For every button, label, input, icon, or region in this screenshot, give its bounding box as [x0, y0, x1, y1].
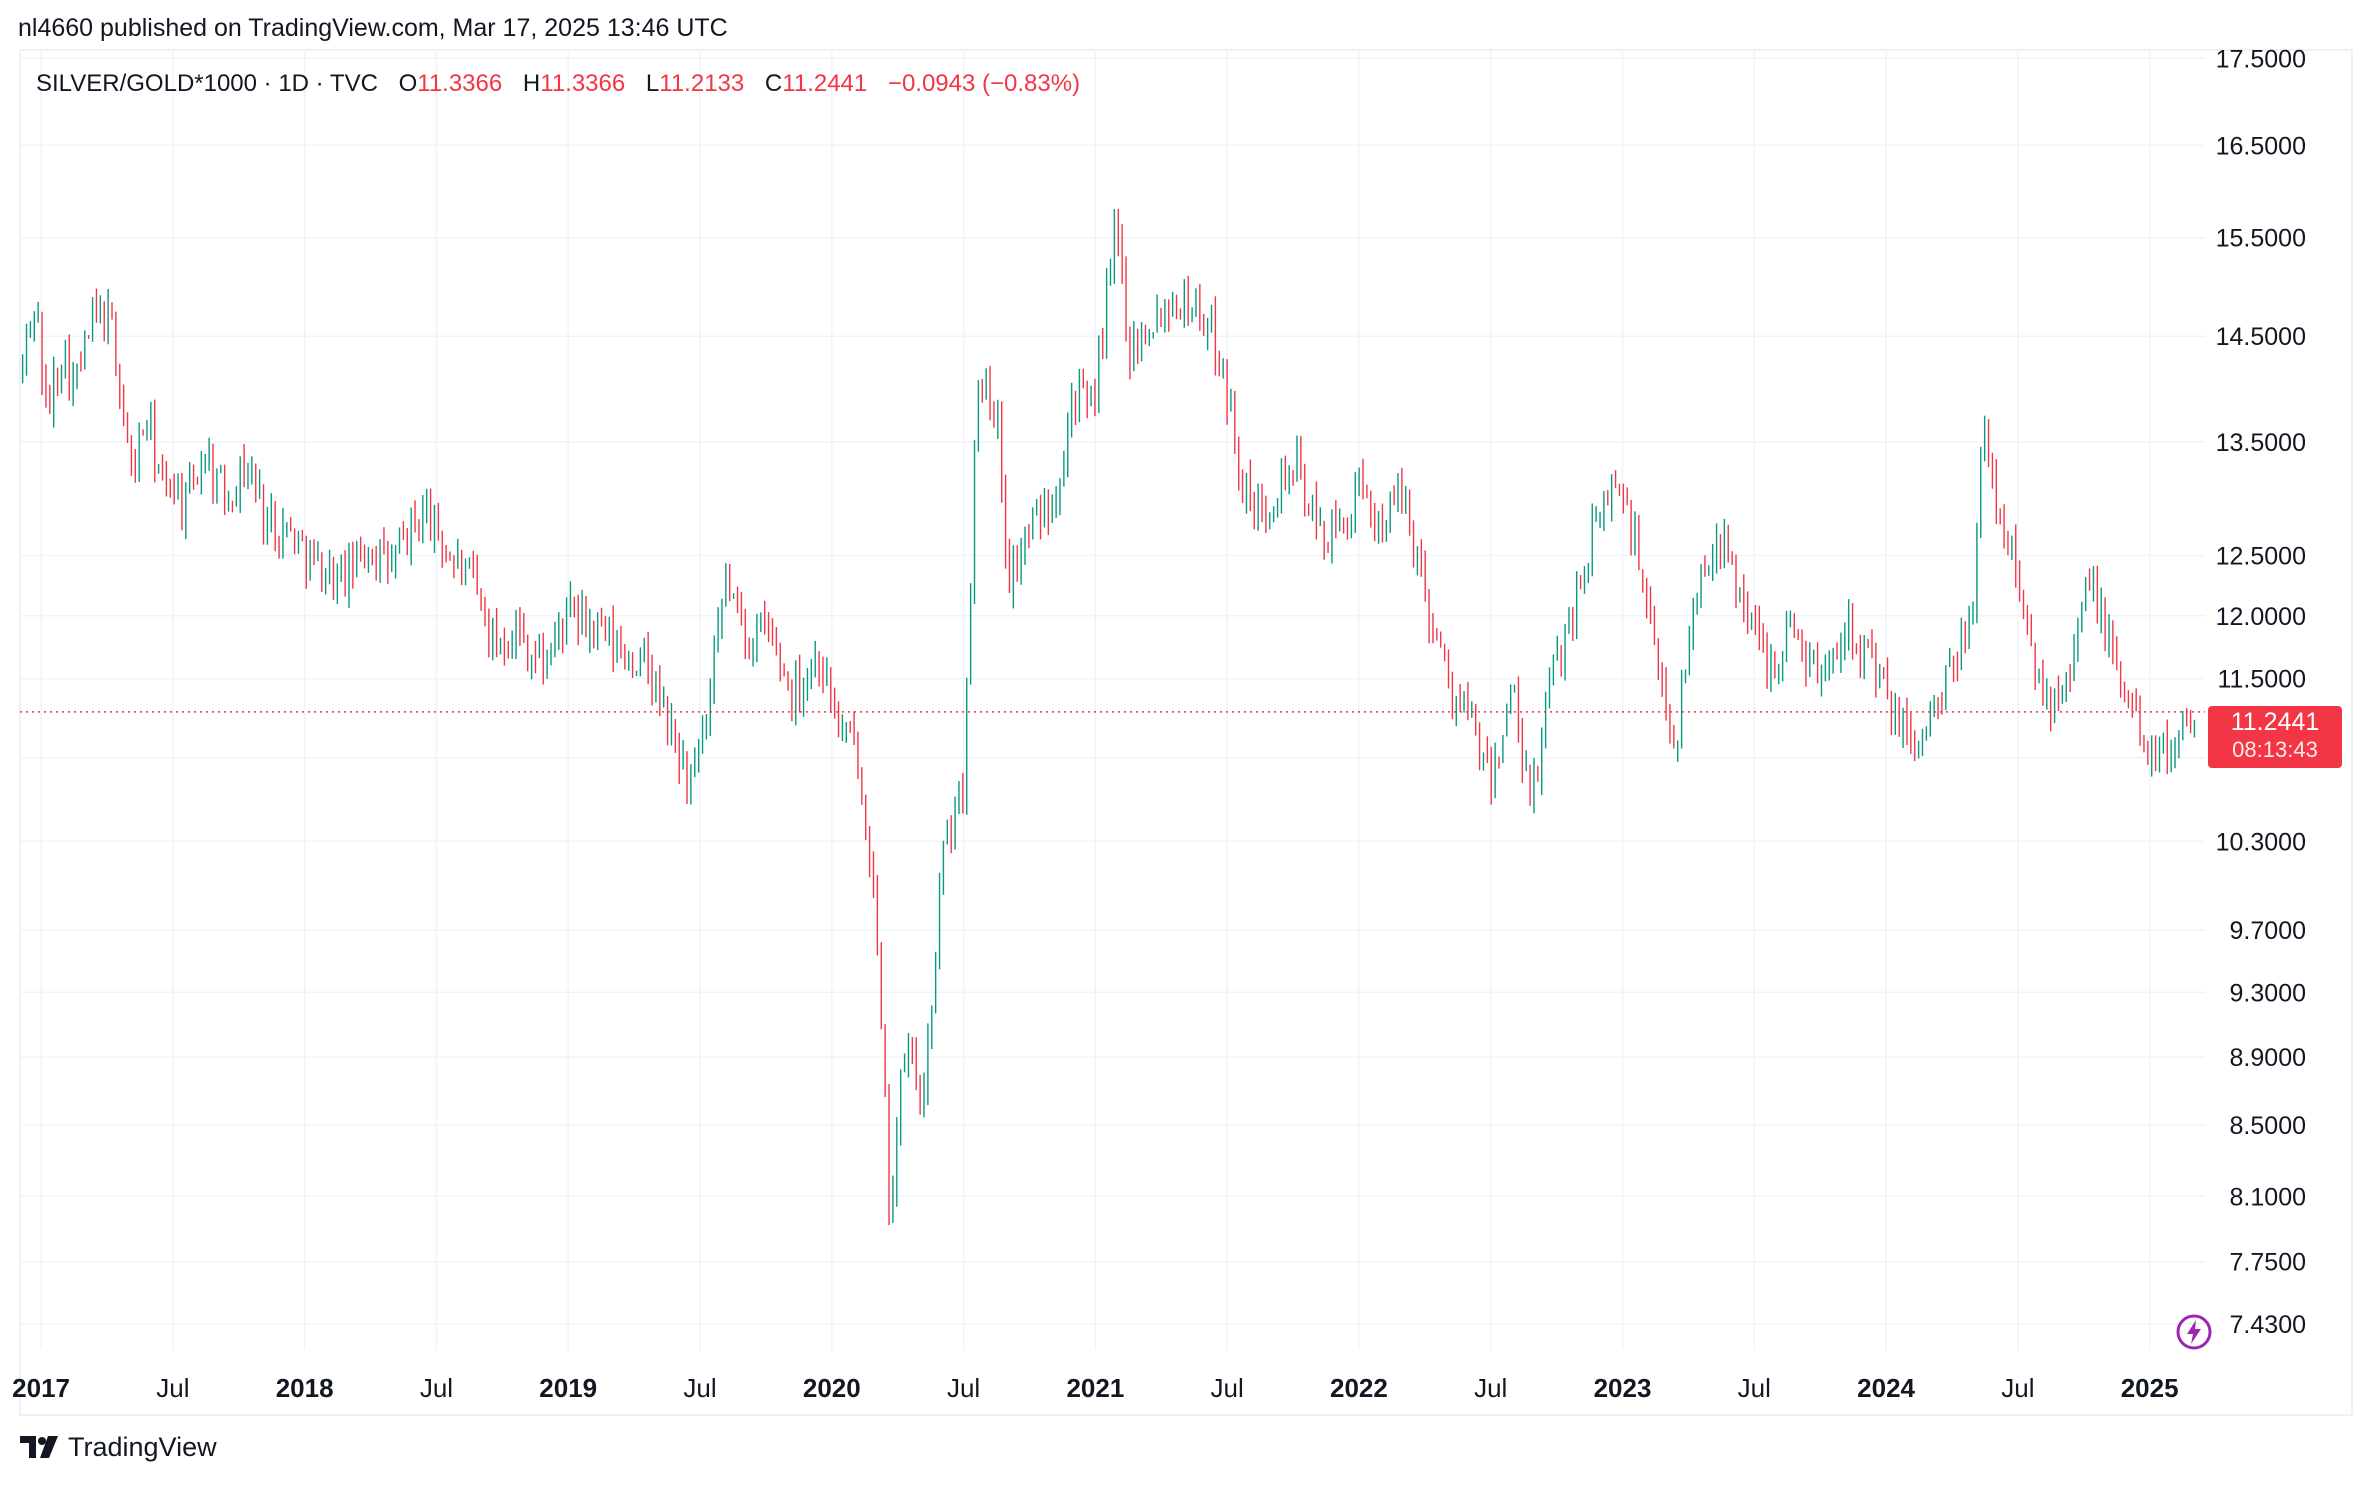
- low-value: 11.2133: [659, 70, 745, 97]
- y-tick-label: 16.5000: [2216, 132, 2306, 160]
- open-label: O: [398, 70, 418, 97]
- x-tick-label: Jul: [1738, 1373, 1771, 1403]
- high-value: 11.3366: [540, 70, 626, 97]
- symbol-name[interactable]: SILVER/GOLD*1000 · 1D · TVC: [36, 70, 378, 97]
- x-tick-label: 2020: [803, 1373, 861, 1403]
- candles: [21, 208, 2196, 1226]
- y-tick-label: 8.5000: [2230, 1112, 2306, 1140]
- x-tick-label: 2021: [1066, 1373, 1124, 1403]
- y-tick-label: 12.0000: [2216, 603, 2306, 631]
- close-value: 11.2441: [782, 70, 868, 97]
- y-tick-label: 13.5000: [2216, 429, 2306, 457]
- x-tick-label: Jul: [2001, 1373, 2034, 1403]
- y-tick-label: 7.7500: [2230, 1249, 2306, 1277]
- x-tick-label: Jul: [683, 1373, 716, 1403]
- close-label: C: [764, 70, 783, 97]
- change-value: −0.0943 (−0.83%): [887, 70, 1081, 97]
- y-tick-label: 11.5000: [2217, 666, 2306, 694]
- y-tick-label: 15.5000: [2216, 225, 2306, 253]
- y-tick-label: 7.4300: [2230, 1311, 2306, 1339]
- lightning-icon[interactable]: [2175, 1313, 2213, 1351]
- symbol-legend: SILVER/GOLD*1000 · 1D · TVC O11.3366 H11…: [36, 70, 1080, 98]
- y-tick-label: 8.9000: [2230, 1044, 2306, 1072]
- last-price-tag: 11.2441 08:13:43: [2208, 706, 2342, 768]
- tradingview-logo-icon: [20, 1435, 58, 1458]
- y-tick-label: 12.5000: [2216, 542, 2306, 570]
- x-tick-label: 2023: [1594, 1373, 1652, 1403]
- plot-frame: [19, 49, 2353, 1416]
- x-tick-label: 2019: [539, 1373, 597, 1403]
- tradingview-brand[interactable]: TradingView: [20, 1432, 217, 1463]
- y-tick-label: 17.5000: [2216, 45, 2306, 73]
- open-value: 11.3366: [417, 70, 503, 97]
- low-label: L: [645, 70, 660, 97]
- bar-countdown: 08:13:43: [2232, 737, 2318, 762]
- brand-name: TradingView: [68, 1432, 217, 1462]
- x-tick-label: Jul: [1211, 1373, 1244, 1403]
- y-tick-label: 9.7000: [2230, 917, 2306, 945]
- y-tick-label: 10.3000: [2216, 828, 2306, 856]
- x-tick-label: 2018: [276, 1373, 334, 1403]
- x-tick-label: Jul: [947, 1373, 980, 1403]
- y-tick-label: 14.5000: [2216, 323, 2306, 351]
- x-tick-label: Jul: [156, 1373, 189, 1403]
- x-tick-label: 2024: [1857, 1373, 1915, 1403]
- y-tick-label: 8.1000: [2230, 1183, 2306, 1211]
- x-tick-label: Jul: [420, 1373, 453, 1403]
- x-tick-label: 2022: [1330, 1373, 1388, 1403]
- high-label: H: [522, 70, 541, 97]
- x-tick-label: 2017: [12, 1373, 70, 1403]
- publish-line: nl4660 published on TradingView.com, Mar…: [18, 14, 728, 42]
- x-tick-label: 2025: [2121, 1373, 2179, 1403]
- last-price-value: 11.2441: [2230, 708, 2320, 736]
- x-tick-label: Jul: [1474, 1373, 1507, 1403]
- y-tick-label: 9.3000: [2230, 979, 2306, 1007]
